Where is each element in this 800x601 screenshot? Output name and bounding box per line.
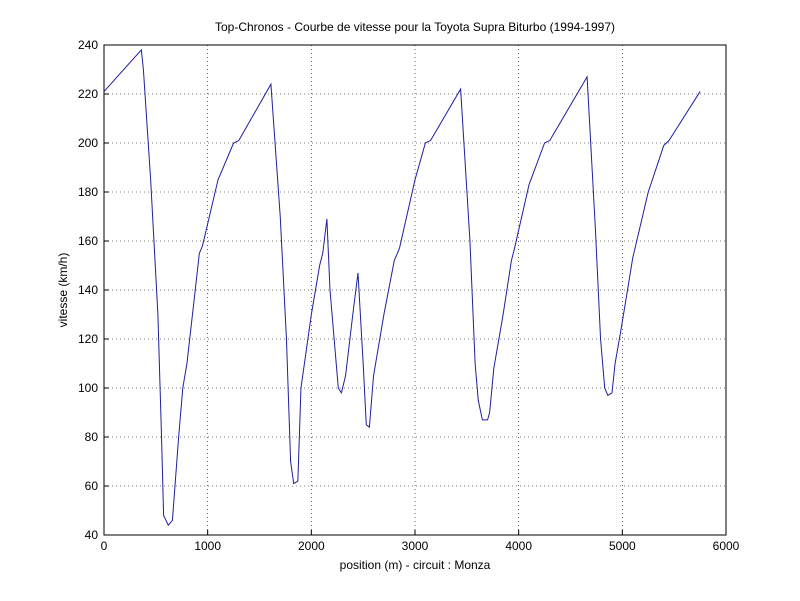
y-tick-label: 80 xyxy=(85,430,99,444)
plot-frame xyxy=(103,44,727,536)
x-tick-label: 6000 xyxy=(713,539,740,553)
y-tick-label: 240 xyxy=(78,38,98,52)
y-tick-label: 160 xyxy=(78,234,98,248)
chart-title: Top-Chronos - Courbe de vitesse pour la … xyxy=(215,20,615,34)
y-tick-label: 120 xyxy=(78,332,98,346)
y-tick-label: 200 xyxy=(78,136,98,150)
y-axis-label: vitesse (km/h) xyxy=(56,253,70,328)
x-tick-label: 4000 xyxy=(505,539,532,553)
data-line xyxy=(103,48,701,527)
y-tick-label: 140 xyxy=(78,283,98,297)
y-tick-label: 60 xyxy=(85,479,99,493)
x-tick-label: 0 xyxy=(101,539,108,553)
x-tick-label: 2000 xyxy=(298,539,325,553)
x-tick-label: 1000 xyxy=(194,539,221,553)
x-tick-label: 3000 xyxy=(402,539,429,553)
y-tick-label: 40 xyxy=(85,528,99,542)
y-tick-label: 220 xyxy=(78,87,98,101)
y-tick-label: 180 xyxy=(78,185,98,199)
y-tick-label: 100 xyxy=(78,381,98,395)
x-axis-label: position (m) - circuit : Monza xyxy=(340,558,491,572)
x-tick-label: 5000 xyxy=(609,539,636,553)
